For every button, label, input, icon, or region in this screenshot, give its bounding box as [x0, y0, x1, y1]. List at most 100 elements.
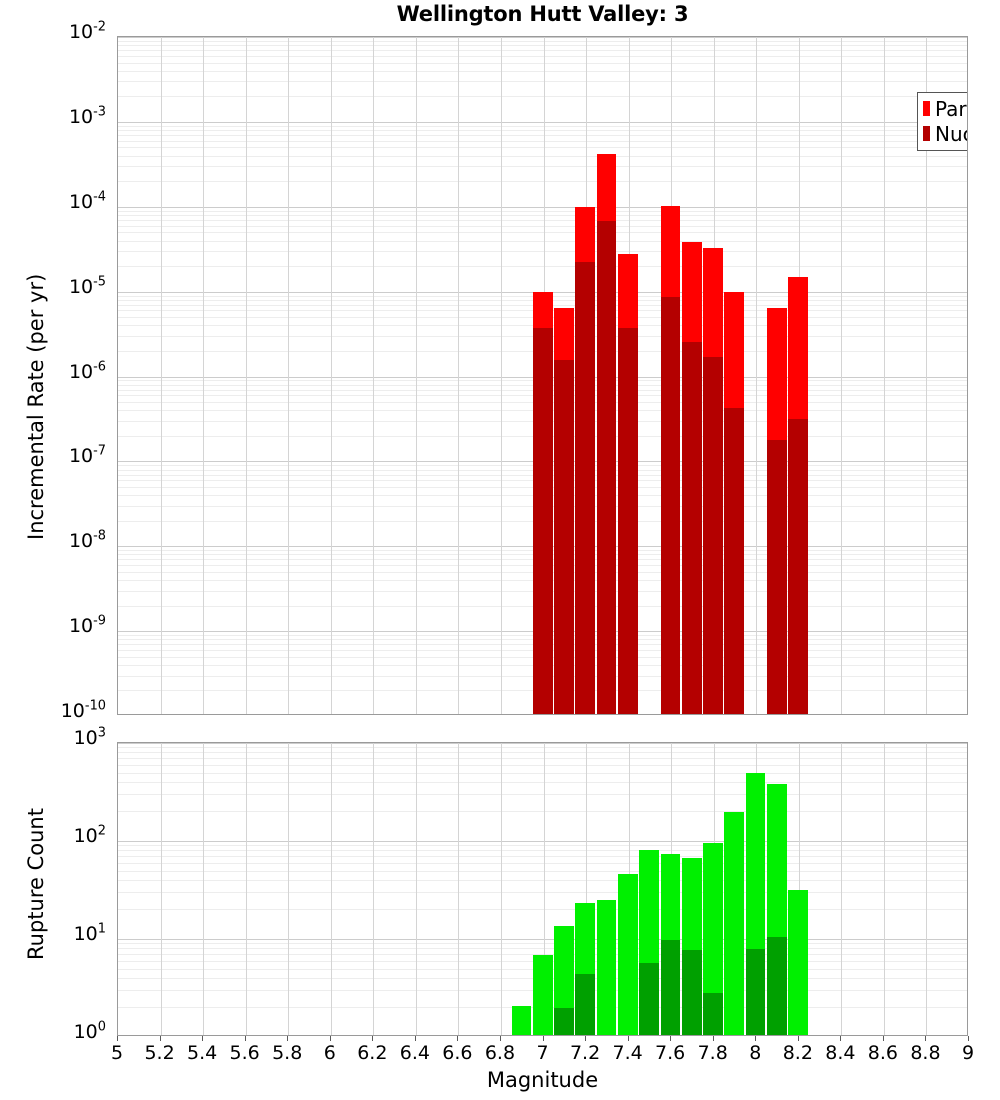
- y-tick-label: 10-2: [68, 19, 106, 43]
- gridline-minor: [118, 181, 967, 182]
- gridline-major: [118, 207, 967, 208]
- x-tick-label: 7.8: [697, 1042, 728, 1064]
- bar-nucleation: [703, 357, 723, 714]
- x-tick-label: 6: [323, 1042, 336, 1064]
- gridline-minor: [118, 880, 967, 881]
- gridline-minor: [118, 211, 967, 212]
- x-tick-mark: [883, 1036, 884, 1041]
- x-tick-label: 8.8: [910, 1042, 941, 1064]
- gridline-minor: [118, 96, 967, 97]
- bar-nucleation: [575, 262, 596, 714]
- legend-item-participation[interactable]: Participation: [923, 96, 967, 121]
- gridline-minor: [118, 126, 967, 127]
- gridline-vertical: [841, 743, 842, 1035]
- gridline-minor: [118, 954, 967, 955]
- gridline-minor: [118, 856, 967, 857]
- bar-nucleation: [532, 328, 553, 714]
- gridline-minor: [118, 156, 967, 157]
- y-tick-label: 10-5: [68, 274, 106, 298]
- gridline-minor: [118, 794, 967, 795]
- gridline-minor: [118, 845, 967, 846]
- x-tick-mark: [585, 1036, 586, 1041]
- bar-utilized-ruptures: [575, 973, 596, 1035]
- gridline-vertical: [884, 743, 885, 1035]
- gridline-minor: [118, 45, 967, 46]
- bar-utilized-ruptures: [639, 963, 659, 1035]
- incremental-rate-plot: ParticipationNucleation: [117, 36, 968, 715]
- gridline-minor: [118, 811, 967, 812]
- x-tick-mark: [457, 1036, 458, 1041]
- legend-item-nucleation[interactable]: Nucleation: [923, 121, 967, 146]
- x-tick-mark: [798, 1036, 799, 1041]
- y-axis-ticks-bottom: 103 102 101 100: [0, 727, 112, 1042]
- legend-swatch-participation-icon: [923, 101, 930, 116]
- gridline-major: [118, 743, 967, 744]
- bar-available-ruptures: [788, 890, 808, 1035]
- x-tick-label: 8: [749, 1042, 762, 1064]
- gridline-vertical: [203, 743, 204, 1035]
- y-tick-label: 10-3: [68, 104, 106, 128]
- gridline-major: [118, 122, 967, 123]
- gridline-vertical: [331, 37, 332, 714]
- gridline-minor: [118, 220, 967, 221]
- bar-utilized-ruptures: [681, 949, 702, 1035]
- gridline-minor: [118, 850, 967, 851]
- bar-nucleation: [681, 342, 702, 714]
- gridline-vertical: [799, 743, 800, 1035]
- x-tick-label: 6.2: [357, 1042, 388, 1064]
- gridline-minor: [118, 752, 967, 753]
- gridline-minor: [118, 232, 967, 233]
- x-tick-label: 7.4: [612, 1042, 643, 1064]
- gridline-vertical: [926, 743, 927, 1035]
- x-tick-label: 5: [110, 1042, 124, 1064]
- x-tick-label: 9: [961, 1042, 975, 1064]
- gridline-vertical: [501, 37, 502, 714]
- x-tick-mark: [543, 1036, 544, 1041]
- y-tick-label: 103: [73, 725, 106, 749]
- x-tick-mark: [330, 1036, 331, 1041]
- gridline-minor: [118, 41, 967, 42]
- y-axis-title-bottom: Rupture Count: [24, 808, 48, 960]
- gridline-major: [118, 939, 967, 940]
- legend-label: Participation: [935, 96, 967, 121]
- gridline-minor: [118, 251, 967, 252]
- gridline-vertical: [884, 37, 885, 714]
- x-tick-label: 7.2: [569, 1042, 601, 1064]
- x-tick-label: 6.8: [484, 1042, 516, 1064]
- gridline-minor: [118, 765, 967, 766]
- x-tick-label: 5.6: [229, 1042, 260, 1064]
- page-title: Wellington Hutt Valley: 3: [396, 2, 689, 26]
- gridline-minor: [118, 141, 967, 142]
- bar-nucleation: [766, 439, 787, 714]
- gridline-vertical: [246, 37, 247, 714]
- gridline-minor: [118, 948, 967, 949]
- gridline-minor: [118, 863, 967, 864]
- x-tick-mark: [925, 1036, 926, 1041]
- y-tick-label: 100: [73, 1019, 106, 1043]
- bar-utilized-ruptures: [660, 940, 681, 1035]
- y-tick-label: 10-10: [60, 698, 106, 722]
- gridline-vertical: [161, 37, 162, 714]
- x-tick-label: 8.2: [782, 1042, 813, 1064]
- bar-available-ruptures: [703, 843, 723, 1035]
- gridline-minor: [118, 130, 967, 131]
- gridline-major: [118, 37, 967, 38]
- x-tick-mark: [372, 1036, 373, 1041]
- y-axis-ticks-top: 10-2 10-3 10-4 10-5 10-6 10-7 10-8 10-9 10-10: [0, 21, 112, 721]
- gridline-vertical: [161, 743, 162, 1035]
- gridline-vertical: [458, 37, 459, 714]
- gridline-vertical: [416, 37, 417, 714]
- x-tick-label: 6.4: [399, 1042, 430, 1064]
- x-tick-mark: [117, 1036, 118, 1041]
- x-tick-label: 8.6: [867, 1042, 898, 1064]
- gridline-minor: [118, 782, 967, 783]
- gridline-vertical: [288, 743, 289, 1035]
- gridline-minor: [118, 135, 967, 136]
- y-tick-label: 10-8: [68, 528, 106, 553]
- y-tick-label: 10-6: [68, 359, 106, 383]
- x-tick-mark: [245, 1036, 246, 1041]
- bar-nucleation: [596, 220, 617, 714]
- bar-nucleation: [788, 418, 808, 714]
- x-tick-label: 7: [536, 1042, 549, 1064]
- bar-nucleation: [660, 296, 681, 714]
